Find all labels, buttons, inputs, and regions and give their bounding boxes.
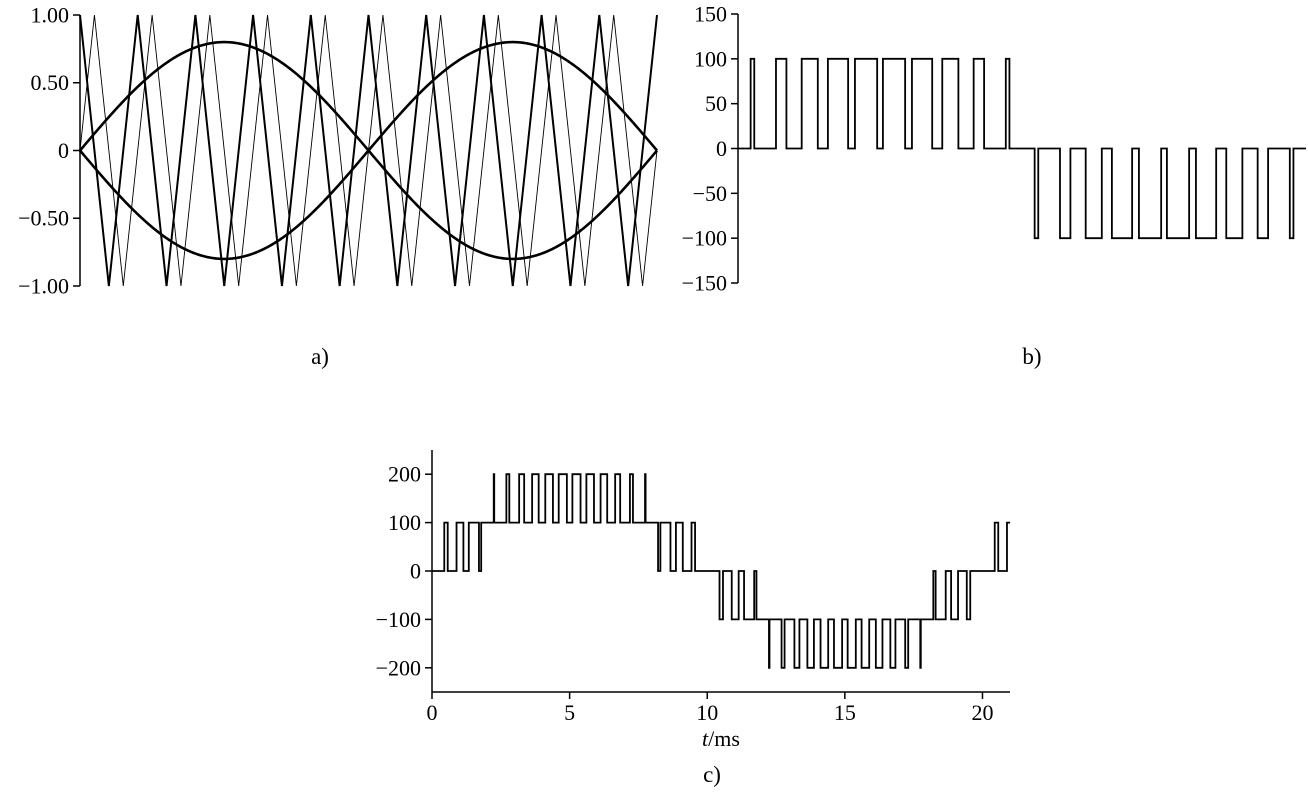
y-tick-label: −50 (693, 181, 727, 206)
chart-b-canvas: 150 100 50 0 −50 −100 −150 (682, 1, 1306, 295)
x-tick-label: 15 (834, 700, 856, 725)
y-tick-label: −1.00 (18, 273, 69, 298)
caption-b: b) (1022, 344, 1042, 369)
carrier-triangle-2-path (79, 14, 658, 287)
y-tick-label: 150 (694, 1, 727, 26)
y-tick-label: −200 (376, 655, 421, 680)
x-tick-label: 10 (696, 700, 718, 725)
y-tick-label: 0 (58, 138, 69, 163)
caption-c: c) (703, 762, 721, 787)
cascaded-pwm-output-path (432, 473, 1010, 669)
x-tick-label: 20 (971, 700, 993, 725)
y-tick-label: 0 (716, 136, 727, 161)
x-axis-label-variable: t (702, 726, 709, 751)
carrier-triangle-1-path (79, 14, 658, 287)
y-tick-label: 1.00 (31, 2, 70, 27)
pwm-output-path (738, 57, 1306, 240)
y-tick-label: 200 (388, 462, 421, 487)
x-axis-label: t/ms (702, 726, 740, 751)
y-tick-label: 50 (705, 91, 727, 116)
y-tick-label: 0.50 (31, 70, 70, 95)
y-tick-label: −100 (682, 226, 727, 251)
chart-a-canvas: 1.00 0.50 0 −0.50 −1.00 (18, 2, 658, 298)
caption-a: a) (311, 344, 329, 369)
y-tick-label: 0 (410, 558, 421, 583)
x-axis-label-unit: /ms (708, 726, 740, 751)
y-tick-label: 100 (388, 510, 421, 535)
x-tick-label: 0 (427, 700, 438, 725)
y-tick-label: 100 (694, 46, 727, 71)
x-tick-label: 5 (564, 700, 575, 725)
y-tick-label: −150 (682, 270, 727, 295)
y-tick-label: −100 (376, 607, 421, 632)
y-tick-label: −0.50 (18, 206, 69, 231)
